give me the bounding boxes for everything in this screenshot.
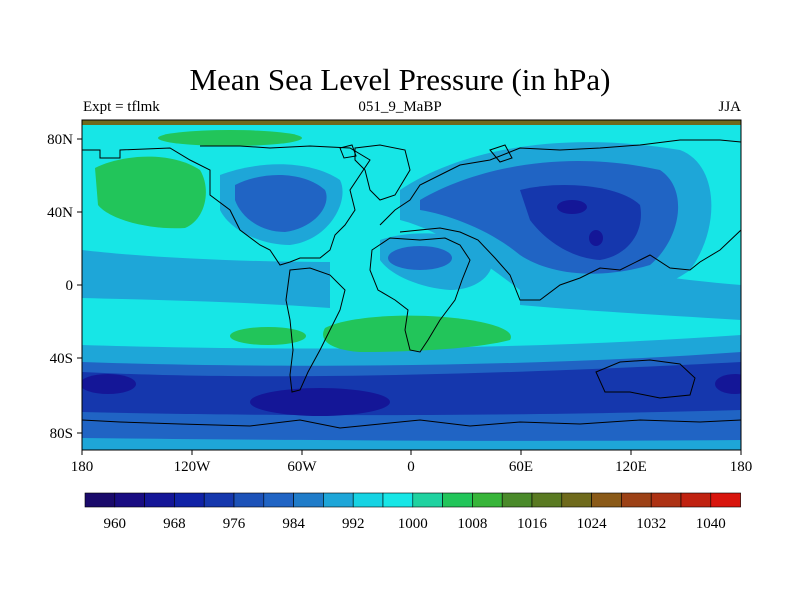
field-asia-darkblue (520, 185, 641, 260)
colorbar-swatch (680, 492, 712, 508)
colorbar-swatch (591, 492, 622, 508)
colorbar-swatch (84, 492, 116, 508)
coast-australia (595, 359, 696, 399)
colorbar-label: 960 (104, 516, 127, 532)
y-tick: 40S (50, 351, 73, 367)
colorbar-swatch (174, 492, 205, 508)
field-high-north-pacific (95, 156, 206, 229)
field-high-arctic (158, 130, 302, 146)
coast-greenland (354, 144, 411, 201)
y-tick: 0 (66, 278, 74, 294)
colorbar-swatch (352, 492, 384, 508)
colorbar-swatch (323, 492, 354, 508)
season-label: JJA (718, 99, 741, 115)
colorbar-swatch (561, 492, 592, 508)
colorbar-swatch (203, 492, 235, 508)
coast-antarctica (82, 419, 741, 429)
field-high-south-atlantic (323, 315, 511, 352)
x-tick: 60W (287, 459, 317, 475)
coast-islands (339, 144, 513, 163)
colorbar-swatch (650, 492, 682, 508)
colorbar-label: 1016 (517, 516, 548, 532)
coast-europe-asia (379, 139, 741, 301)
field-tropical-band (82, 250, 330, 308)
x-tick: 0 (407, 459, 415, 475)
field-low-asia-core2 (589, 230, 603, 246)
colorbar-swatch (263, 492, 294, 508)
field-low-south-pacific (82, 374, 136, 394)
colorbar-label: 984 (282, 516, 305, 532)
coast-south-america (285, 267, 346, 393)
experiment-label: Expt = tflmk (83, 99, 160, 115)
colorbar-swatch (293, 492, 324, 508)
x-tick: 180 (730, 459, 753, 475)
x-tick: 180 (71, 459, 94, 475)
field-low-south-atlantic (250, 388, 390, 416)
coast-africa (369, 237, 471, 353)
colorbar-labels: 960 968 976 984 992 1000 1008 1016 1024 1032 1040 (104, 516, 726, 532)
field-npacific-blue (235, 174, 327, 232)
period-label: 051_9_MaBP (358, 99, 442, 115)
field-high-south-pacific (230, 327, 306, 345)
colorbar (84, 492, 741, 508)
colorbar-swatch (501, 492, 533, 508)
y-tick: 80N (47, 132, 73, 148)
y-tick: 80S (50, 426, 73, 442)
field-polar-strip (82, 120, 741, 125)
colorbar-swatch (472, 492, 503, 508)
colorbar-swatch (710, 492, 741, 508)
x-tick: 60E (509, 459, 533, 475)
colorbar-swatch (442, 492, 473, 508)
field-southern-darkblue (82, 362, 741, 416)
colorbar-label: 1040 (696, 516, 726, 532)
tick-marks (77, 138, 742, 455)
colorbar-swatch (114, 492, 145, 508)
colorbar-label: 976 (223, 516, 246, 532)
colorbar-swatch (144, 492, 175, 508)
colorbar-label: 1032 (636, 516, 666, 532)
colorbar-swatch (412, 492, 443, 508)
colorbar-label: 1000 (398, 516, 428, 532)
colorbar-label: 1008 (457, 516, 487, 532)
chart-title: Mean Sea Level Pressure (in hPa) (189, 62, 611, 97)
field-africa-blue (388, 246, 452, 270)
colorbar-label: 1024 (577, 516, 608, 532)
coastlines (82, 139, 741, 429)
colorbar-swatch (382, 492, 414, 508)
y-tick: 40N (47, 205, 73, 221)
colorbar-swatch (621, 492, 652, 508)
x-tick: 120W (174, 459, 212, 475)
x-axis-ticks: 180 120W 60W 0 60E 120E 180 (71, 459, 753, 475)
pressure-field (82, 120, 741, 450)
colorbar-label: 968 (163, 516, 186, 532)
field-low-south-east (715, 374, 741, 394)
field-low-asia-core (557, 200, 587, 214)
colorbar-label: 992 (342, 516, 365, 532)
colorbar-swatch (233, 492, 265, 508)
x-tick: 120E (615, 459, 647, 475)
coast-north-america (82, 145, 371, 266)
y-axis-ticks: 80N 40N 0 40S 80S (47, 132, 73, 442)
colorbar-swatch (531, 492, 563, 508)
